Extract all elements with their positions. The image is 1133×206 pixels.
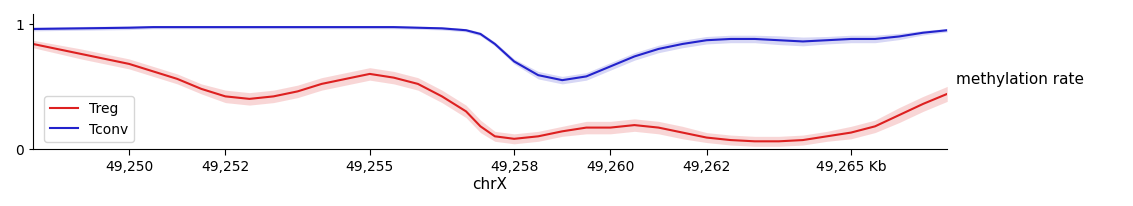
Text: methylation rate: methylation rate bbox=[956, 72, 1084, 87]
X-axis label: chrX: chrX bbox=[472, 176, 508, 191]
Legend: Treg, Tconv: Treg, Tconv bbox=[44, 96, 134, 142]
